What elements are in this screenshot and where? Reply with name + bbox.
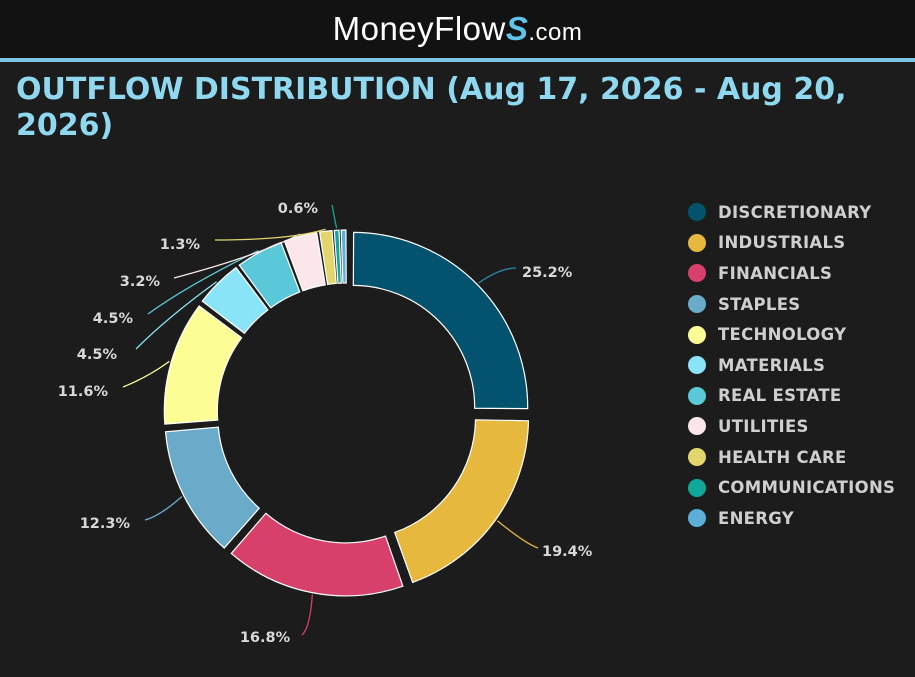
header-divider: [0, 58, 915, 62]
legend-swatch: [688, 386, 706, 405]
legend-swatch: [688, 295, 706, 314]
legend-swatch: [688, 356, 706, 375]
leader-line-utilities: [173, 233, 301, 279]
data-label-industrials: 19.4%: [542, 544, 593, 560]
logo-s-mark: S: [505, 10, 529, 47]
legend-label: DISCRETIONARY: [718, 202, 872, 222]
leader-line-staples: [144, 495, 183, 521]
leader-line-technology: [122, 360, 170, 388]
leader-line-discretionary: [478, 267, 517, 284]
slice-utilities[interactable]: [283, 231, 326, 292]
data-label-utilities: 3.2%: [120, 274, 161, 290]
data-label-health-care: 1.3%: [160, 237, 201, 253]
site-logo[interactable]: MoneyFlow S .com: [333, 10, 583, 48]
legend-label: COMMUNICATIONS: [718, 478, 896, 498]
site-header: MoneyFlow S .com: [0, 0, 915, 58]
data-label-technology: 11.6%: [58, 384, 109, 400]
leader-line-health-care: [214, 228, 326, 241]
slice-energy[interactable]: [340, 229, 347, 284]
legend-item-communications[interactable]: COMMUNICATIONS: [688, 472, 895, 503]
data-label-real-estate: 4.5%: [93, 311, 134, 327]
legend-item-utilities[interactable]: UTILITIES: [688, 411, 895, 442]
legend-item-health-care[interactable]: HEALTH CARE: [688, 442, 895, 473]
legend-label: ENERGY: [718, 508, 794, 528]
slice-health-care[interactable]: [318, 229, 337, 286]
legend-item-financials[interactable]: FINANCIALS: [688, 258, 895, 289]
slice-financials[interactable]: [230, 512, 404, 597]
logo-suffix: .com: [528, 19, 583, 46]
data-label-materials: 4.5%: [77, 347, 118, 363]
slice-communications[interactable]: [333, 229, 342, 284]
legend-label: UTILITIES: [718, 416, 809, 436]
slice-technology[interactable]: [163, 305, 243, 425]
legend-label: TECHNOLOGY: [718, 325, 847, 345]
legend-item-technology[interactable]: TECHNOLOGY: [688, 319, 895, 350]
data-label-financials: 16.8%: [240, 630, 291, 646]
legend-label: REAL ESTATE: [718, 386, 842, 406]
legend-item-industrials[interactable]: INDUSTRIALS: [688, 228, 895, 259]
legend-item-energy[interactable]: ENERGY: [688, 503, 895, 534]
slice-real-estate[interactable]: [238, 241, 301, 309]
data-label-discretionary: 25.2%: [522, 265, 573, 281]
chart-legend: DISCRETIONARY INDUSTRIALS FINANCIALS STAPLE…: [688, 197, 895, 534]
slice-materials[interactable]: [201, 266, 269, 335]
logo-text: MoneyFlow: [332, 10, 506, 47]
legend-swatch: [688, 233, 706, 252]
legend-swatch: [688, 448, 706, 467]
legend-label: FINANCIALS: [718, 263, 833, 283]
slice-discretionary[interactable]: [352, 231, 529, 410]
legend-label: STAPLES: [718, 294, 801, 314]
slice-staples[interactable]: [164, 426, 261, 549]
chart-title: OUTFLOW DISTRIBUTION (Aug 17, 2026 - Aug…: [16, 72, 847, 143]
legend-item-discretionary[interactable]: DISCRETIONARY: [688, 197, 895, 228]
legend-swatch: [688, 417, 706, 436]
data-label-communications: 0.6%: [278, 201, 319, 217]
legend-label: HEALTH CARE: [718, 447, 847, 467]
leader-line-materials: [135, 281, 217, 350]
legend-item-staples[interactable]: STAPLES: [688, 289, 895, 320]
leader-line-financials: [301, 594, 313, 636]
legend-swatch: [688, 264, 706, 283]
legend-item-materials[interactable]: MATERIALS: [688, 350, 895, 381]
legend-swatch: [688, 203, 706, 222]
legend-label: INDUSTRIALS: [718, 233, 846, 253]
legend-label: MATERIALS: [718, 355, 826, 375]
legend-swatch: [688, 478, 706, 497]
legend-swatch: [688, 325, 706, 344]
legend-swatch: [688, 509, 706, 528]
legend-item-real-estate[interactable]: REAL ESTATE: [688, 381, 895, 412]
leader-line-real-estate: [147, 250, 259, 315]
slice-industrials[interactable]: [393, 419, 530, 584]
data-label-staples: 12.3%: [80, 516, 131, 532]
leader-line-communications: [331, 204, 338, 229]
leader-line-industrials: [496, 520, 539, 549]
